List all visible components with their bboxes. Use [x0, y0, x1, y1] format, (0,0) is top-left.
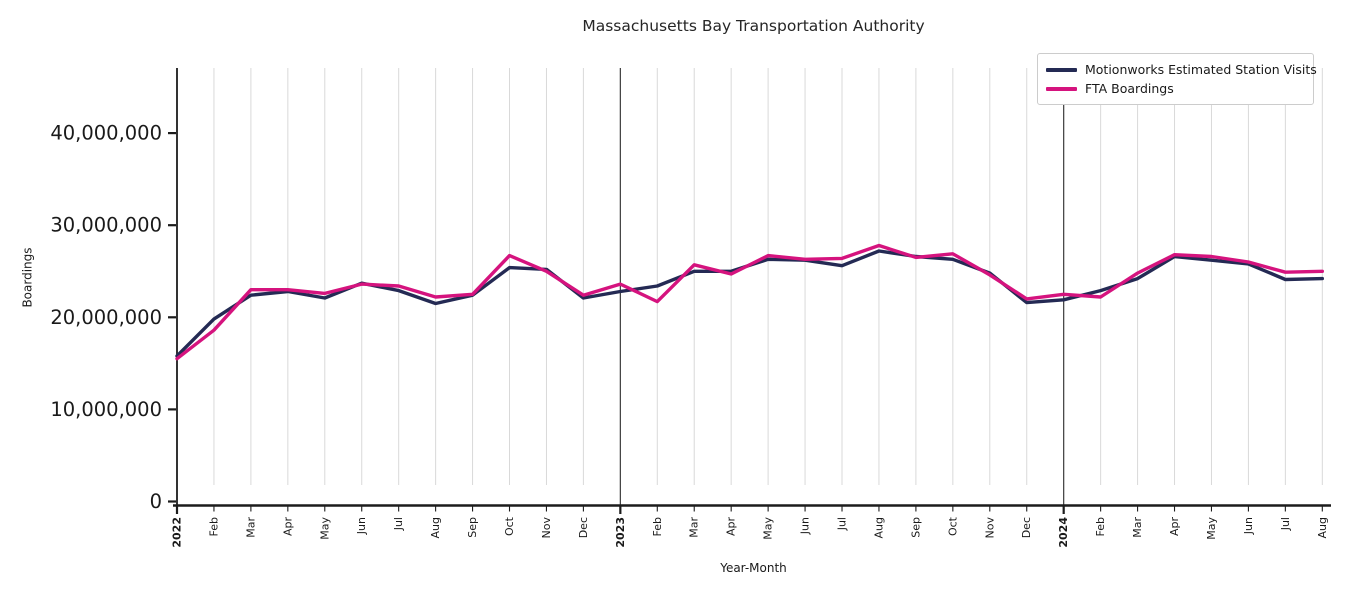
- x-tick-label-month: Jul: [1279, 517, 1292, 531]
- x-tick-label-month: May: [1205, 517, 1218, 540]
- x-tick-label-month: Sep: [466, 517, 479, 538]
- x-tick-label-month: Apr: [1168, 517, 1181, 537]
- x-tick-label-month: Jun: [1242, 517, 1255, 535]
- series-line-fta-boardings: [175, 243, 1325, 361]
- y-tick-label: 0: [150, 490, 162, 513]
- legend-swatch-motionworks: [1046, 67, 1077, 72]
- x-tick-label-month: May: [318, 517, 331, 540]
- x-tick-label-month: Sep: [909, 517, 922, 538]
- y-tick-label: 30,000,000: [50, 214, 162, 237]
- x-tick-label-month: Feb: [207, 517, 220, 536]
- x-tick-label-month: Oct: [946, 516, 959, 536]
- y-tick-label: 10,000,000: [50, 398, 162, 421]
- x-tick-label-month: Jul: [836, 517, 849, 531]
- axes: [173, 68, 1331, 512]
- year-rules: [619, 68, 1065, 506]
- series-lines: [175, 243, 1325, 361]
- x-tick-label-month: Aug: [872, 517, 885, 538]
- x-ticks: 2022 Feb Mar Apr May Jun Jul Aug Sep Oct Nov Dec 202…: [171, 506, 1329, 548]
- legend-label-fta: FTA Boardings: [1085, 81, 1174, 96]
- legend-item-fta: FTA Boardings: [1046, 79, 1303, 98]
- y-ticks: 0 10,000,000 20,000,000 30,000,000 40,000,00…: [50, 122, 176, 513]
- x-tick-label-month: Jul: [392, 517, 405, 531]
- x-axis-title: Year-Month: [720, 561, 787, 575]
- y-axis-title: Boardings: [20, 247, 35, 308]
- y-tick-label: 20,000,000: [50, 306, 162, 329]
- x-tick-label-month: Dec: [577, 517, 590, 538]
- legend-label-motionworks: Motionworks Estimated Station Visits: [1085, 62, 1317, 77]
- x-tick-label-month: May: [762, 517, 775, 540]
- x-tick-label-year: 2024: [1057, 517, 1070, 548]
- chart-title: Massachusetts Bay Transportation Authori…: [582, 17, 925, 35]
- x-tick-label-year: 2023: [614, 517, 627, 548]
- x-tick-label-month: Feb: [1094, 517, 1107, 536]
- x-tick-label-month: Apr: [725, 517, 738, 537]
- x-tick-label-month: Apr: [281, 517, 294, 537]
- x-tick-label-month: Aug: [1316, 517, 1329, 538]
- x-tick-label-month: Nov: [983, 517, 996, 539]
- x-tick-label-month: Mar: [688, 517, 701, 538]
- x-tick-label-year: 2022: [171, 517, 184, 548]
- x-tick-label-month: Jun: [799, 517, 812, 535]
- legend-swatch-fta: [1046, 86, 1077, 91]
- x-tick-label-month: Nov: [540, 517, 553, 539]
- x-tick-label-month: Aug: [429, 517, 442, 538]
- x-tick-label-month: Dec: [1020, 517, 1033, 538]
- x-tick-label-month: Jun: [355, 517, 368, 535]
- y-tick-label: 40,000,000: [50, 122, 162, 145]
- x-tick-label-month: Mar: [244, 517, 257, 538]
- legend-item-motionworks: Motionworks Estimated Station Visits: [1046, 60, 1317, 79]
- legend: Motionworks Estimated Station Visits FTA…: [1037, 53, 1317, 105]
- x-tick-label-month: Mar: [1131, 517, 1144, 538]
- x-tick-label-month: Oct: [503, 516, 516, 536]
- month-gridlines: [213, 68, 1323, 485]
- x-tick-label-month: Feb: [651, 517, 664, 536]
